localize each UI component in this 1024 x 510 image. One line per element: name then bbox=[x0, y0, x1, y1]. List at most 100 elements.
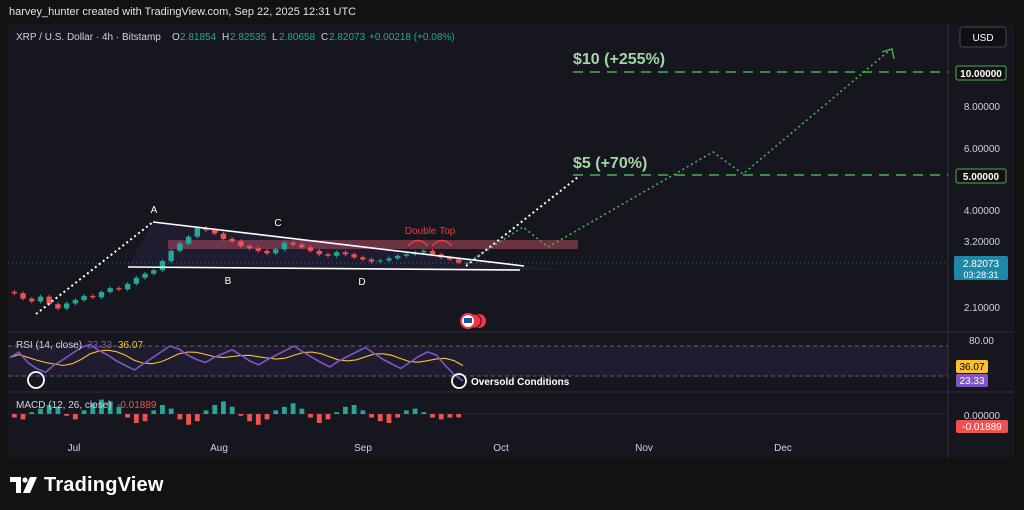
rsi-axis-text: 23.33 bbox=[959, 376, 984, 387]
candle bbox=[72, 298, 79, 306]
macd-bar bbox=[29, 412, 35, 414]
candle bbox=[116, 286, 122, 292]
macd-bar bbox=[177, 414, 183, 420]
double-top-label: Double Top bbox=[405, 226, 456, 237]
macd-bar bbox=[430, 414, 435, 418]
candle-body bbox=[159, 261, 166, 271]
legend-open: 2.81854 bbox=[180, 32, 217, 43]
candle-body bbox=[351, 254, 357, 258]
macd-bar bbox=[72, 414, 78, 420]
candle bbox=[159, 259, 166, 273]
candle bbox=[98, 290, 105, 300]
macd-bar bbox=[255, 414, 261, 425]
macd-bar bbox=[107, 401, 113, 414]
point-a-label: A bbox=[151, 205, 158, 216]
currency-button[interactable]: USD bbox=[959, 26, 1007, 48]
candle-body bbox=[403, 254, 410, 256]
legend-close-label: C bbox=[321, 32, 328, 43]
macd-bar bbox=[186, 414, 191, 425]
candle-body bbox=[429, 250, 436, 255]
tradingview-logo-icon bbox=[10, 477, 37, 493]
candle-body bbox=[325, 254, 331, 256]
macd-bar bbox=[81, 410, 87, 414]
macd-bar bbox=[20, 414, 26, 420]
macd-bar bbox=[212, 405, 218, 414]
macd-bar bbox=[282, 406, 287, 414]
candle-body bbox=[377, 260, 383, 262]
candle bbox=[220, 231, 227, 241]
time-tick-aug: Aug bbox=[210, 443, 228, 454]
candle bbox=[55, 302, 61, 311]
us-flag-event-icon[interactable] bbox=[460, 313, 486, 329]
legend-low: 2.80658 bbox=[279, 32, 316, 43]
brand-name: TradingView bbox=[44, 473, 164, 496]
candle bbox=[63, 301, 70, 311]
candle-body bbox=[29, 298, 35, 302]
candle bbox=[281, 240, 288, 252]
price-tick-3-2: 3.20000 bbox=[964, 237, 1001, 248]
macd-legend: MACD (12, 26, close) -0.01889 bbox=[16, 400, 157, 411]
candle-body bbox=[255, 248, 261, 251]
rsi-ma-axis-text: 36.07 bbox=[959, 362, 984, 373]
macd-bar bbox=[421, 412, 427, 414]
macd-bar bbox=[351, 405, 357, 414]
candle bbox=[246, 244, 253, 251]
macd-bar bbox=[90, 403, 96, 414]
macd-bar bbox=[160, 405, 165, 414]
macd-bar bbox=[325, 414, 331, 420]
macd-bar bbox=[133, 414, 139, 423]
candle bbox=[255, 246, 261, 253]
candle bbox=[386, 256, 392, 263]
candle bbox=[133, 275, 140, 286]
candles bbox=[11, 226, 462, 311]
price-tick-2-1: 2.10000 bbox=[964, 303, 1001, 314]
chart[interactable]: XRP / U.S. Dollar · 4h · Bitstamp O 2.81… bbox=[8, 24, 1014, 458]
rsi-ma-value: 36.07 bbox=[118, 340, 143, 351]
macd-bar bbox=[99, 399, 104, 414]
candle-body bbox=[116, 288, 122, 290]
candle bbox=[264, 249, 270, 256]
rsi-title: RSI (14, close) bbox=[16, 340, 82, 351]
macd-bar bbox=[194, 414, 200, 422]
candle bbox=[81, 294, 87, 302]
macd-bar bbox=[273, 410, 279, 414]
candle bbox=[351, 252, 357, 260]
double-top-arc-2 bbox=[431, 239, 453, 247]
double-top-arc-1 bbox=[407, 239, 429, 247]
target-10-label: $10 (+255%) bbox=[573, 51, 665, 68]
macd-bar bbox=[168, 408, 174, 414]
candle-body bbox=[368, 259, 375, 262]
candle-body bbox=[273, 249, 279, 254]
candle bbox=[421, 249, 427, 255]
candle bbox=[229, 237, 235, 244]
legend-ohlc: O 2.81854 H 2.82535 L 2.80658 C 2.82073 … bbox=[172, 32, 455, 43]
candle-body bbox=[55, 304, 61, 309]
macd-title: MACD (12, 26, close) bbox=[16, 400, 112, 411]
candle bbox=[290, 240, 296, 247]
candle-body bbox=[72, 299, 79, 304]
current-price-countdown: 03:28:31 bbox=[963, 270, 998, 280]
price-label-5: 5.00000 bbox=[955, 168, 1007, 184]
tradingview-logo: TradingView bbox=[10, 474, 164, 496]
candle-body bbox=[238, 241, 244, 246]
macd-bar bbox=[46, 405, 52, 414]
candle-body bbox=[37, 296, 44, 302]
candle bbox=[124, 281, 131, 292]
macd-bar bbox=[238, 414, 244, 416]
legend-open-label: O bbox=[172, 32, 180, 43]
macd-bar bbox=[360, 410, 366, 414]
candle-body bbox=[90, 295, 96, 298]
price-tick-6: 6.00000 bbox=[964, 144, 1001, 155]
macd-bar bbox=[151, 410, 157, 414]
candle bbox=[11, 290, 18, 296]
candle bbox=[185, 234, 192, 246]
macd-value: -0.01889 bbox=[117, 400, 157, 411]
candle bbox=[316, 249, 322, 257]
candle bbox=[360, 255, 366, 262]
macd-bar bbox=[116, 406, 122, 414]
rsi-legend: RSI (14, close) 23.33 36.07 bbox=[16, 340, 143, 351]
wedge-lower-line bbox=[127, 266, 521, 271]
caption: harvey_hunter created with TradingView.c… bbox=[9, 6, 357, 18]
candle bbox=[29, 296, 35, 304]
